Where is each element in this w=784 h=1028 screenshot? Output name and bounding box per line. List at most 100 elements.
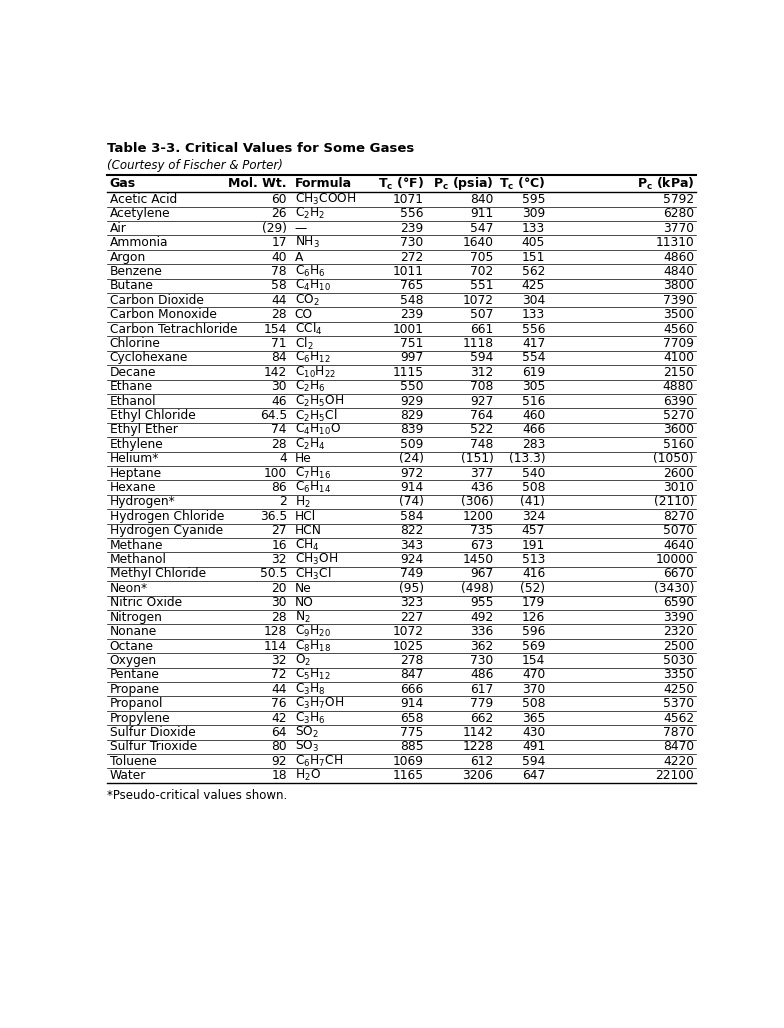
Text: Butane: Butane (110, 280, 154, 292)
Text: 5270: 5270 (663, 409, 694, 423)
Text: 470: 470 (522, 668, 545, 682)
Text: 304: 304 (522, 294, 545, 306)
Text: (3430): (3430) (654, 582, 694, 595)
Text: 28: 28 (271, 438, 287, 451)
Text: 71: 71 (271, 337, 287, 350)
Text: C$_6$H$_{14}$: C$_6$H$_{14}$ (295, 480, 331, 495)
Text: 466: 466 (522, 424, 545, 437)
Text: Table 3-3. Critical Values for Some Gases: Table 3-3. Critical Values for Some Gase… (107, 142, 415, 154)
Text: 7709: 7709 (663, 337, 694, 350)
Text: 28: 28 (271, 308, 287, 321)
Text: Nitric Oxide: Nitric Oxide (110, 596, 182, 610)
Text: 486: 486 (470, 668, 494, 682)
Text: 1071: 1071 (393, 193, 423, 206)
Text: 272: 272 (401, 251, 423, 263)
Text: 42: 42 (271, 711, 287, 725)
Text: 2: 2 (279, 495, 287, 509)
Text: SO$_2$: SO$_2$ (295, 725, 319, 740)
Text: 1072: 1072 (463, 294, 494, 306)
Text: CH$_3$COOH: CH$_3$COOH (295, 192, 357, 207)
Text: 343: 343 (401, 539, 423, 552)
Text: 967: 967 (470, 567, 494, 581)
Text: 508: 508 (521, 481, 545, 494)
Text: 425: 425 (522, 280, 545, 292)
Text: 666: 666 (401, 683, 423, 696)
Text: Heptane: Heptane (110, 467, 162, 480)
Text: Benzene: Benzene (110, 265, 162, 278)
Text: 829: 829 (401, 409, 423, 423)
Text: He: He (295, 452, 311, 466)
Text: 972: 972 (401, 467, 423, 480)
Text: 516: 516 (522, 395, 545, 408)
Text: 1118: 1118 (463, 337, 494, 350)
Text: (306): (306) (461, 495, 494, 509)
Text: 5160: 5160 (663, 438, 694, 451)
Text: 1200: 1200 (463, 510, 494, 523)
Text: 751: 751 (401, 337, 423, 350)
Text: 779: 779 (470, 697, 494, 710)
Text: 64.5: 64.5 (260, 409, 287, 423)
Text: 661: 661 (470, 323, 494, 335)
Text: 839: 839 (401, 424, 423, 437)
Text: 4560: 4560 (663, 323, 694, 335)
Text: 764: 764 (470, 409, 494, 423)
Text: 1165: 1165 (393, 769, 423, 782)
Text: 239: 239 (401, 222, 423, 234)
Text: C$_2$H$_6$: C$_2$H$_6$ (295, 379, 325, 395)
Text: 522: 522 (470, 424, 494, 437)
Text: 594: 594 (522, 755, 545, 768)
Text: 18: 18 (271, 769, 287, 782)
Text: (41): (41) (521, 495, 545, 509)
Text: (Courtesy of Fischer & Porter): (Courtesy of Fischer & Porter) (107, 159, 283, 172)
Text: 492: 492 (470, 611, 494, 624)
Text: 84: 84 (271, 352, 287, 364)
Text: 154: 154 (522, 654, 545, 667)
Text: 133: 133 (522, 308, 545, 321)
Text: CO$_2$: CO$_2$ (295, 293, 320, 307)
Text: 914: 914 (401, 697, 423, 710)
Text: (498): (498) (461, 582, 494, 595)
Text: 336: 336 (470, 625, 494, 638)
Text: C$_7$H$_{16}$: C$_7$H$_{16}$ (295, 466, 331, 481)
Text: C$_2$H$_5$Cl: C$_2$H$_5$Cl (295, 407, 337, 424)
Text: 44: 44 (271, 294, 287, 306)
Text: Oxygen: Oxygen (110, 654, 157, 667)
Text: 911: 911 (470, 208, 494, 220)
Text: 556: 556 (521, 323, 545, 335)
Text: 4840: 4840 (663, 265, 694, 278)
Text: 7390: 7390 (663, 294, 694, 306)
Text: 550: 550 (400, 380, 423, 394)
Text: 540: 540 (522, 467, 545, 480)
Text: C$_{10}$H$_{22}$: C$_{10}$H$_{22}$ (295, 365, 336, 380)
Text: 619: 619 (522, 366, 545, 378)
Text: 3500: 3500 (663, 308, 694, 321)
Text: Ethylene: Ethylene (110, 438, 163, 451)
Text: 547: 547 (470, 222, 494, 234)
Text: (95): (95) (398, 582, 423, 595)
Text: 509: 509 (401, 438, 423, 451)
Text: 44: 44 (271, 683, 287, 696)
Text: 17: 17 (271, 236, 287, 249)
Text: 76: 76 (271, 697, 287, 710)
Text: Decane: Decane (110, 366, 156, 378)
Text: 305: 305 (522, 380, 545, 394)
Text: 154: 154 (263, 323, 287, 335)
Text: 1450: 1450 (463, 553, 494, 566)
Text: 2500: 2500 (663, 639, 694, 653)
Text: CCl$_4$: CCl$_4$ (295, 321, 322, 337)
Text: Ne: Ne (295, 582, 311, 595)
Text: C$_2$H$_4$: C$_2$H$_4$ (295, 437, 325, 452)
Text: 50.5: 50.5 (260, 567, 287, 581)
Text: 278: 278 (401, 654, 423, 667)
Text: C$_6$H$_6$: C$_6$H$_6$ (295, 264, 325, 279)
Text: NO: NO (295, 596, 314, 610)
Text: 612: 612 (470, 755, 494, 768)
Text: 673: 673 (470, 539, 494, 552)
Text: 227: 227 (401, 611, 423, 624)
Text: Mol. Wt.: Mol. Wt. (228, 177, 287, 190)
Text: 730: 730 (401, 236, 423, 249)
Text: 3350: 3350 (663, 668, 694, 682)
Text: 10000: 10000 (655, 553, 694, 566)
Text: 32: 32 (271, 654, 287, 667)
Text: 324: 324 (522, 510, 545, 523)
